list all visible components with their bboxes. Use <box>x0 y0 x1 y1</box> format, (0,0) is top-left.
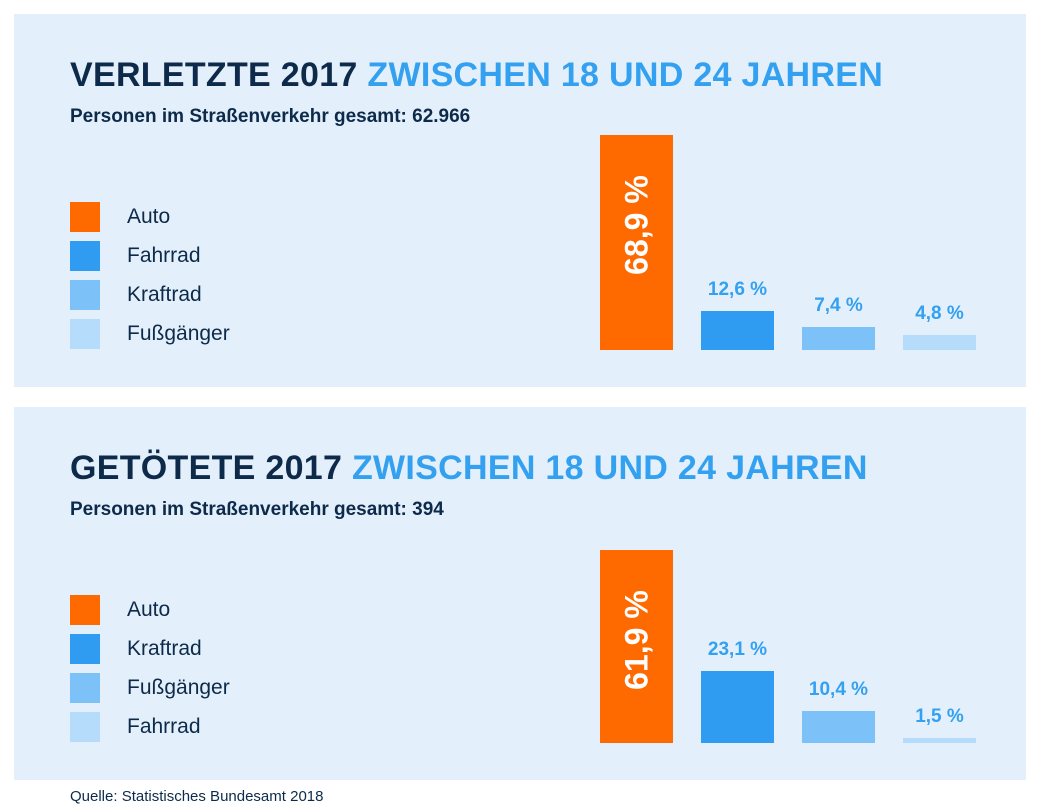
data-label: 10,4 % <box>808 678 869 700</box>
bar <box>600 550 673 743</box>
legend-swatch <box>70 634 100 664</box>
title-main: GETÖTETE 2017 <box>70 449 343 487</box>
legend-label: Fahrrad <box>127 244 201 267</box>
bar-chart: 68,9 % 12,6 % 7,4 % 4,8 % <box>584 114 984 354</box>
data-label: 4,8 % <box>915 303 964 325</box>
injured-panel: VERLETZTE 2017 ZWISCHEN 18 UND 24 JAHREN… <box>14 14 1026 387</box>
chart-title: VERLETZTE 2017 ZWISCHEN 18 UND 24 JAHREN <box>70 56 883 95</box>
bar <box>903 738 976 743</box>
legend-swatch <box>70 595 100 625</box>
legend-swatch <box>70 712 100 742</box>
bar <box>802 710 875 743</box>
legend-swatch <box>70 202 100 232</box>
title-age-range: ZWISCHEN 18 UND 24 JAHREN <box>351 449 868 487</box>
legend-label: Auto <box>127 598 171 621</box>
legend-swatch <box>70 241 100 271</box>
legend-label: Fußgänger <box>127 676 230 699</box>
legend-swatch <box>70 319 100 349</box>
data-label: 23,1 % <box>707 639 768 661</box>
source-note: Quelle: Statistisches Bundesamt 2018 <box>70 788 324 805</box>
killed-panel: GETÖTETE 2017 ZWISCHEN 18 UND 24 JAHREN … <box>14 407 1026 780</box>
title-age-range: ZWISCHEN 18 UND 24 JAHREN <box>367 56 884 94</box>
bar <box>802 326 875 350</box>
data-label: 61,9 % <box>618 590 654 691</box>
legend-label: Fahrrad <box>127 715 201 738</box>
data-label: 1,5 % <box>915 706 964 728</box>
legend-label: Fußgänger <box>127 322 230 345</box>
bar-chart: 61,9 % 23,1 % 10,4 % 1,5 % <box>584 507 984 747</box>
chart-subtitle: Personen im Straßenverkehr gesamt: 394 <box>70 499 444 520</box>
data-label: 68,9 % <box>618 175 654 276</box>
title-main: VERLETZTE 2017 <box>70 56 358 94</box>
bar <box>903 335 976 350</box>
bar <box>701 310 774 350</box>
chart-title: GETÖTETE 2017 ZWISCHEN 18 UND 24 JAHREN <box>70 449 868 488</box>
legend-label: Kraftrad <box>127 283 202 306</box>
legend-label: Auto <box>127 205 171 228</box>
legend-label: Kraftrad <box>127 637 202 660</box>
bar <box>600 135 673 350</box>
data-label: 7,4 % <box>814 294 863 316</box>
chart-subtitle: Personen im Straßenverkehr gesamt: 62.96… <box>70 106 471 127</box>
legend-swatch <box>70 673 100 703</box>
bar <box>701 671 774 743</box>
legend-swatch <box>70 280 100 310</box>
data-label: 12,6 % <box>707 278 768 300</box>
